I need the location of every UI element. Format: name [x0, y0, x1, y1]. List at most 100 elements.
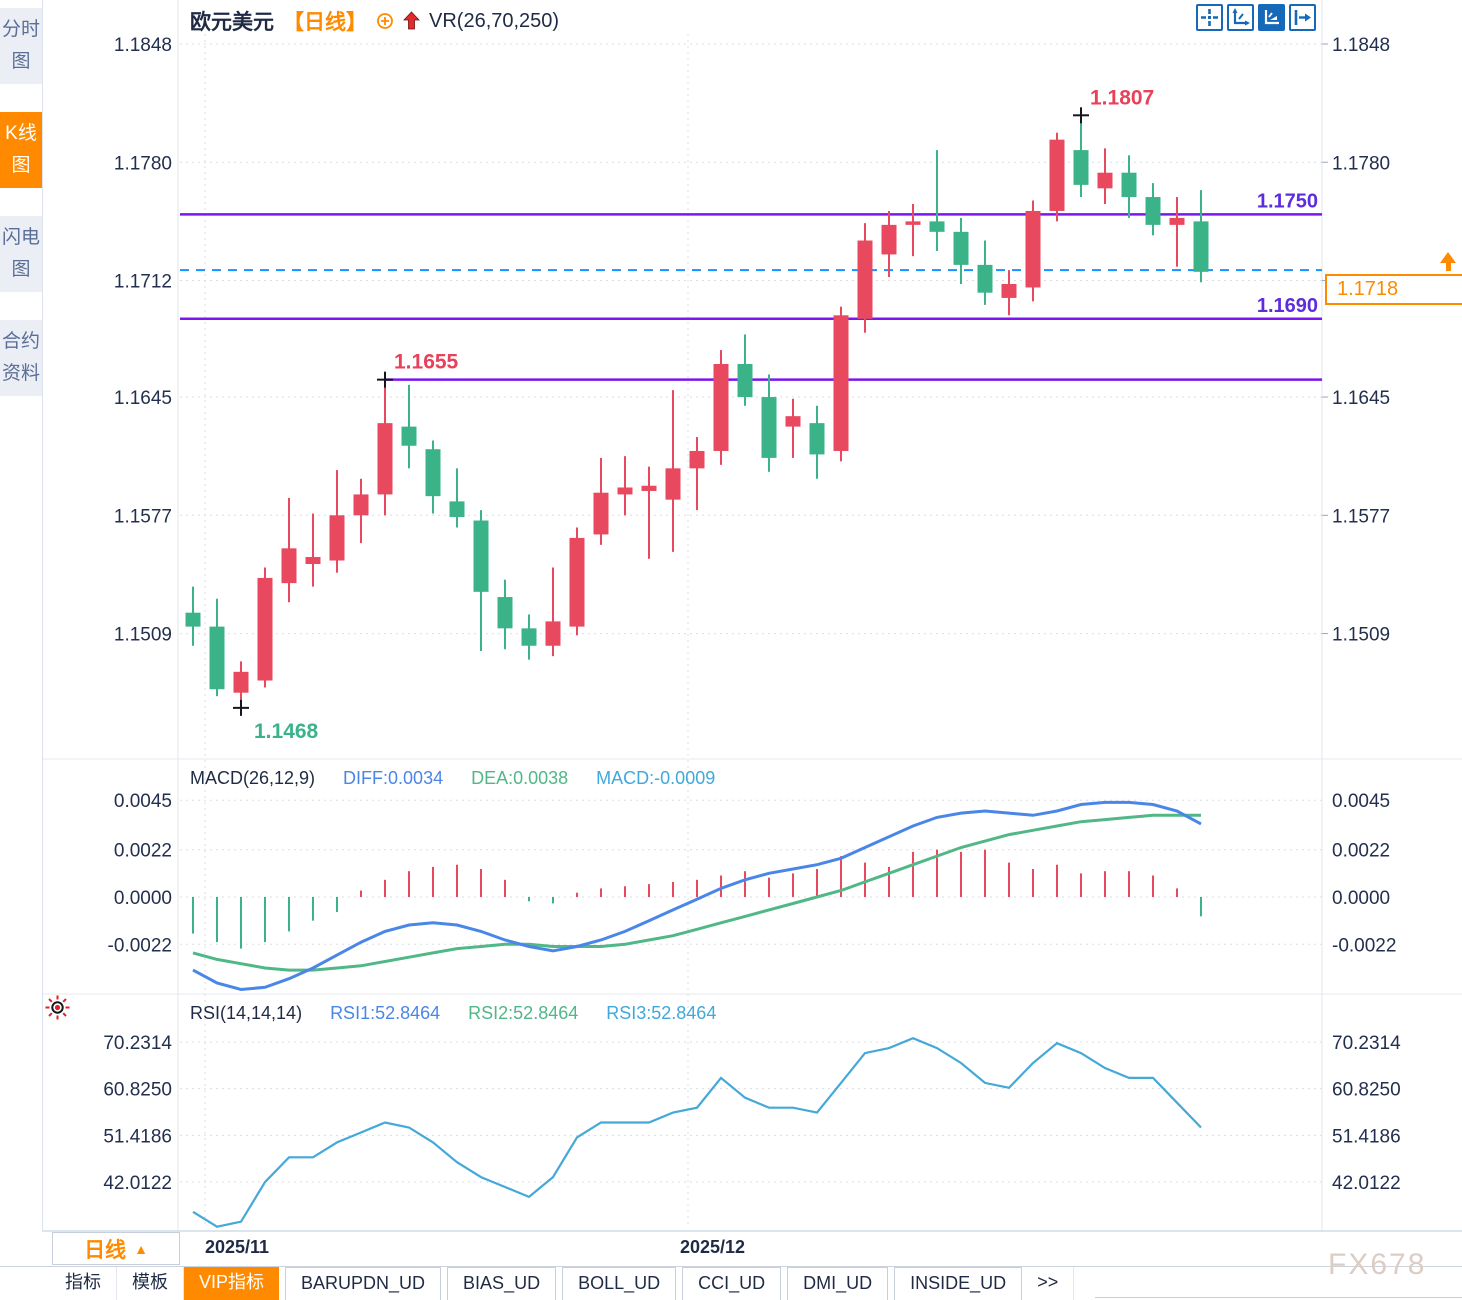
level-label-1.1690: 1.1690 [1257, 295, 1318, 317]
trend-up-icon [403, 11, 420, 31]
macd-axis-label-left: 0.0045 [114, 791, 172, 812]
candle-body-19 [641, 485, 657, 491]
rsi2-value: RSI2:52.8464 [468, 1003, 579, 1023]
price-axis-label-right: 1.1780 [1332, 153, 1390, 174]
toolbar-button-crosshair[interactable] [1196, 4, 1223, 31]
rsi-axis-label-left: 70.2314 [103, 1033, 172, 1054]
toolbar-button-axis-zoom[interactable] [1227, 4, 1254, 31]
chart-canvas[interactable]: 1.18481.18481.17801.17801.17121.17121.16… [0, 0, 1462, 1232]
macd-diff-line [192, 800, 1202, 992]
candle-body-14 [521, 628, 537, 646]
candle-body-25 [785, 416, 801, 427]
price-up-arrow-icon [1440, 252, 1456, 271]
price-axis-label-left: 1.1577 [114, 506, 172, 527]
candle-body-13 [497, 597, 513, 629]
candle-body-34 [1001, 284, 1017, 298]
candle-body-36 [1049, 139, 1065, 211]
tab-indicators[interactable]: 指标 [50, 1267, 117, 1300]
sidebar-item-flash-chart[interactable]: 闪电图 [0, 216, 42, 292]
tab-barupdn-ud[interactable]: BARUPDN_UD [285, 1267, 442, 1300]
symbol-name: 欧元美元 [190, 11, 274, 34]
price-axis-label-right: 1.1509 [1332, 625, 1390, 646]
macd-hist-value: MACD:-0.0009 [596, 768, 716, 788]
rsi-axis-label-right: 70.2314 [1332, 1033, 1401, 1054]
candle-body-12 [473, 520, 489, 592]
macd-axis-label-right: 0.0000 [1332, 888, 1390, 909]
axis-scale-icon [1262, 8, 1281, 27]
rsi-title: RSI(14,14,14) [190, 1003, 303, 1023]
macd-axis-label-left: 0.0022 [114, 841, 172, 862]
tab-dmi-ud[interactable]: DMI_UD [787, 1267, 889, 1300]
watermark: FX678 [1328, 1248, 1427, 1281]
candle-body-21 [689, 450, 705, 469]
price-axis-label-left: 1.1645 [114, 388, 172, 409]
indicator-tabbar: 指标 模板 VIP指标 BARUPDN_UD BIAS_UD BOLL_UD C… [0, 1266, 1462, 1300]
chart-header: 欧元美元 【日线】 VR(26,70,250) [190, 6, 559, 36]
tab-cci-ud[interactable]: CCI_UD [682, 1267, 782, 1300]
timeframe-button[interactable]: 日线 ▲ [52, 1232, 180, 1265]
axis-zoom-icon [1231, 8, 1250, 27]
macd-title: MACD(26,12,9) [190, 768, 316, 788]
rsi-axis-label-right: 60.8250 [1332, 1080, 1401, 1101]
tab-inside-ud[interactable]: INSIDE_UD [894, 1267, 1023, 1300]
candle-body-37 [1073, 150, 1089, 185]
candle-body-4 [281, 548, 297, 584]
price-axis-label-right: 1.1645 [1332, 388, 1390, 409]
annotation-1.1807: 1.1807 [1090, 86, 1154, 109]
toolbar-button-collapse-panel[interactable] [1289, 4, 1316, 31]
sidebar-item-contract-info[interactable]: 合约资料 [0, 320, 42, 396]
candle-body-28 [857, 240, 873, 319]
tab-templates[interactable]: 模板 [117, 1267, 184, 1300]
candle-body-29 [881, 224, 897, 255]
rsi-axis-label-right: 42.0122 [1332, 1173, 1401, 1194]
tabbar-baseline [1095, 1297, 1462, 1298]
rsi-axis-label-right: 51.4186 [1332, 1126, 1401, 1147]
crosshair-tool-icon [1200, 8, 1219, 27]
rsi-axis-label-left: 60.8250 [103, 1080, 172, 1101]
price-axis-label-left: 1.1509 [114, 625, 172, 646]
candle-body-6 [329, 515, 345, 561]
timeframe-arrow-icon: ▲ [134, 1240, 148, 1257]
period-label: 【日线】 [283, 11, 367, 34]
vr-indicator-label: VR(26,70,250) [429, 9, 560, 32]
macd-axis-label-left: 0.0000 [114, 888, 172, 909]
macd-axis-label-right: -0.0022 [1332, 935, 1396, 956]
sidebar-item-kline-chart[interactable]: K线图 [0, 112, 42, 188]
candle-body-32 [953, 231, 969, 265]
rsi1-value: RSI1:52.8464 [330, 1003, 441, 1023]
current-price-tag: 1.1718 [1325, 274, 1462, 305]
candle-body-31 [929, 221, 945, 232]
candle-body-20 [665, 468, 681, 500]
candle-body-41 [1169, 217, 1185, 225]
tab-vip-indicators[interactable]: VIP指标 [184, 1267, 280, 1300]
price-axis-label-right: 1.1577 [1332, 506, 1390, 527]
macd-axis-label-right: 0.0022 [1332, 841, 1390, 862]
indicator-settings-sun-icon[interactable] [44, 994, 71, 1026]
xaxis-date-november: 2025/11 [205, 1237, 270, 1257]
macd-diff-value: DIFF:0.0034 [343, 768, 444, 788]
xaxis-date-december: 2025/12 [680, 1237, 746, 1257]
tab-boll-ud[interactable]: BOLL_UD [562, 1267, 677, 1300]
add-indicator-icon[interactable] [376, 12, 394, 30]
sidebar-item-time-chart[interactable]: 分时图 [0, 8, 42, 84]
candle-body-17 [593, 492, 609, 535]
tab-more[interactable]: >> [1022, 1267, 1075, 1300]
candle-body-26 [809, 423, 825, 455]
candle-body-9 [401, 426, 417, 446]
timeframe-label: 日线 [84, 1238, 127, 1262]
toolbar-button-axis-scale[interactable] [1258, 4, 1285, 31]
candle-body-1 [209, 626, 225, 690]
candle-body-18 [617, 487, 633, 495]
candle-body-2 [233, 671, 249, 693]
candle-body-33 [977, 264, 993, 293]
price-axis-label-left: 1.1780 [114, 153, 172, 174]
annotation-1.1468: 1.1468 [254, 720, 319, 743]
candle-body-30 [905, 221, 921, 225]
candle-body-10 [425, 449, 441, 497]
candle-body-39 [1121, 172, 1137, 198]
tab-bias-ud[interactable]: BIAS_UD [447, 1267, 557, 1300]
price-axis-label-left: 1.1712 [114, 272, 172, 293]
candle-body-23 [737, 364, 753, 398]
rsi3-value: RSI3:52.8464 [606, 1003, 717, 1023]
